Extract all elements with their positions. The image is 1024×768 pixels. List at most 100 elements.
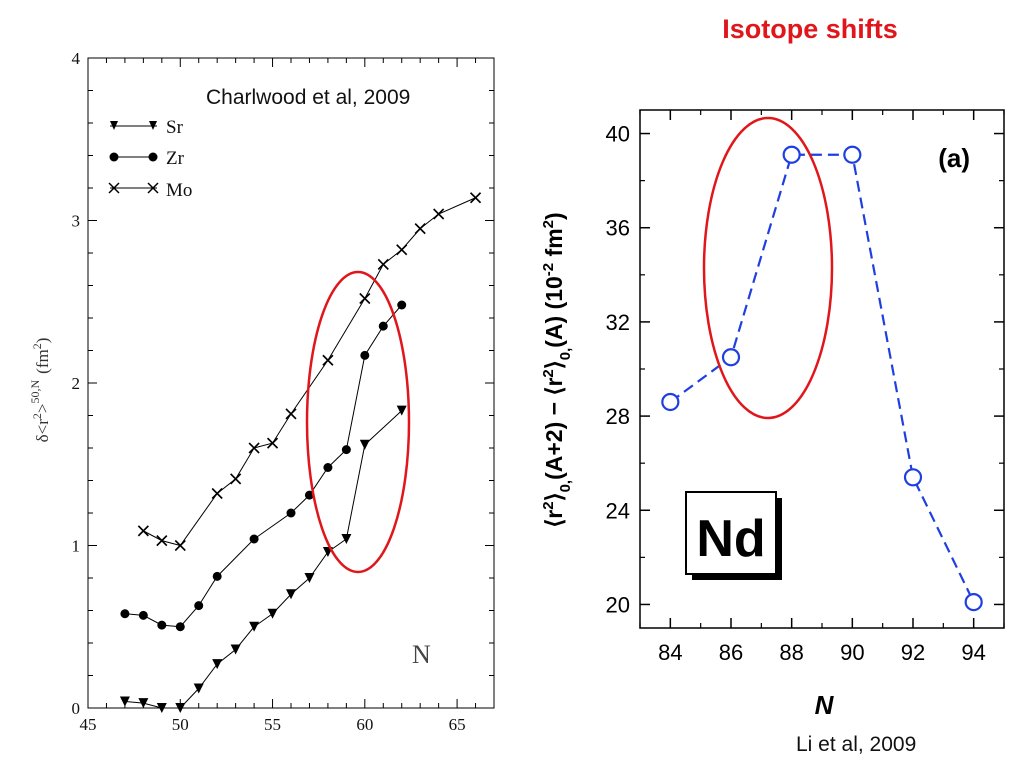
- legend-label-mo: Mo: [166, 180, 192, 201]
- left-y-tick-label: 3: [72, 212, 81, 231]
- right-y-axis-label: ⟨r2⟩0,(A+2) − ⟨r2⟩0,(A) (10-2 fm2): [540, 212, 574, 527]
- right-x-tick-label: 84: [658, 640, 682, 665]
- data-point-mo: [174, 539, 186, 552]
- data-point-mo: [433, 208, 445, 220]
- data-point-zr: [175, 622, 185, 632]
- data-point-mo: [137, 525, 149, 537]
- data-point-zr: [286, 508, 296, 518]
- data-point-sr: [119, 696, 130, 707]
- data-point-sr: [175, 703, 186, 713]
- nd-box: [685, 491, 777, 575]
- left-x-tick-label: 55: [264, 715, 281, 734]
- credit-li: Li et al, 2009: [796, 733, 917, 756]
- right-x-tick-label: 94: [961, 640, 985, 665]
- data-point-sr: [156, 703, 167, 713]
- right-panel-label: (a): [938, 143, 970, 173]
- data-point-mo: [156, 535, 168, 547]
- nd-data-point: [964, 592, 983, 612]
- data-point-mo: [248, 442, 260, 454]
- right-x-axis-label: N: [815, 690, 835, 720]
- legend-mo-marker: [147, 182, 159, 194]
- legend-label-sr: Sr: [166, 117, 184, 138]
- data-point-mo: [285, 408, 297, 420]
- data-point-sr: [138, 698, 149, 709]
- left-y-tick-label: 2: [72, 374, 81, 393]
- data-point-sr: [396, 405, 407, 416]
- data-point-sr: [359, 439, 370, 450]
- legend-zr-marker: [109, 152, 119, 162]
- right-chart: 84 86 88 90 92 94 20 24 28 32 36 40 (a) Nd N ⟨r2⟩0,…: [540, 109, 1005, 720]
- legend-mo-marker: [108, 182, 120, 194]
- data-point-zr: [157, 620, 167, 630]
- data-point-sr: [304, 573, 315, 583]
- data-point-mo: [359, 292, 371, 305]
- left-y-tick-label: 1: [72, 537, 81, 556]
- data-point-zr: [212, 571, 222, 581]
- data-point-mo: [211, 487, 223, 500]
- right-y-tick-label: 24: [606, 498, 630, 523]
- slide-title: Isotope shifts: [722, 14, 898, 44]
- data-point-zr: [341, 445, 351, 455]
- left-highlight-ellipse: [305, 270, 411, 574]
- right-x-tick-label: 88: [779, 640, 803, 665]
- nd-data-point: [903, 468, 923, 487]
- left-x-tick-label: 60: [356, 715, 373, 734]
- legend-sr-marker: [149, 121, 157, 130]
- data-point-mo: [469, 192, 482, 204]
- data-point-zr: [194, 601, 204, 611]
- data-point-zr: [360, 350, 370, 360]
- right-y-tick-label: 20: [606, 592, 630, 617]
- nd-series-line: [669, 153, 975, 603]
- data-point-mo: [396, 244, 408, 256]
- right-y-tick-label: 40: [606, 122, 630, 147]
- legend-zr-marker: [148, 152, 158, 162]
- data-point-sr: [230, 644, 241, 655]
- left-y-tick-label: 4: [72, 49, 81, 68]
- legend-label-zr: Zr: [166, 148, 185, 169]
- data-point-mo: [266, 437, 279, 449]
- data-point-mo: [230, 473, 242, 485]
- data-point-mo: [414, 223, 426, 235]
- data-point-sr: [193, 683, 204, 694]
- data-point-zr: [378, 321, 388, 331]
- data-point-sr: [249, 621, 260, 632]
- series-zr: [120, 300, 407, 632]
- right-y-tick-label: 36: [606, 216, 630, 241]
- data-point-sr: [341, 534, 352, 544]
- right-y-tick-label: 32: [606, 310, 630, 335]
- series-sr: [119, 405, 407, 713]
- left-legend: Sr Zr Mo: [108, 117, 192, 201]
- right-y-tick-label: 28: [606, 404, 630, 429]
- right-x-tick-label: 92: [901, 640, 925, 665]
- data-point-mo: [377, 258, 389, 270]
- credit-charlwood: Charlwood et al, 2009: [206, 86, 411, 109]
- left-x-axis-label: N: [412, 640, 431, 669]
- data-point-zr: [323, 463, 333, 472]
- left-y-tick-label: 0: [72, 699, 81, 718]
- nd-data-point: [843, 145, 862, 164]
- data-point-sr: [212, 659, 223, 670]
- data-point-sr: [286, 589, 296, 600]
- data-point-zr: [397, 300, 407, 310]
- series-line-sr: [124, 410, 403, 709]
- right-x-tick-label: 86: [719, 640, 743, 665]
- data-point-zr: [120, 609, 130, 619]
- data-point-sr: [267, 608, 278, 619]
- nd-element-label: Nd: [696, 510, 765, 568]
- data-point-zr: [138, 610, 148, 620]
- series-mo: [137, 192, 482, 552]
- left-x-tick-label: 65: [449, 715, 466, 734]
- nd-data-point: [721, 348, 741, 367]
- left-x-tick-label: 45: [80, 715, 97, 734]
- nd-data-point: [782, 145, 801, 164]
- left-y-axis-label: δ<r2>50,N(fm2): [28, 338, 52, 443]
- data-point-mo: [322, 354, 334, 366]
- data-point-zr: [249, 534, 259, 544]
- left-x-tick-label: 50: [172, 715, 189, 734]
- nd-data-point: [661, 392, 680, 412]
- right-x-tick-label: 90: [840, 640, 864, 665]
- legend-sr-marker: [110, 121, 118, 130]
